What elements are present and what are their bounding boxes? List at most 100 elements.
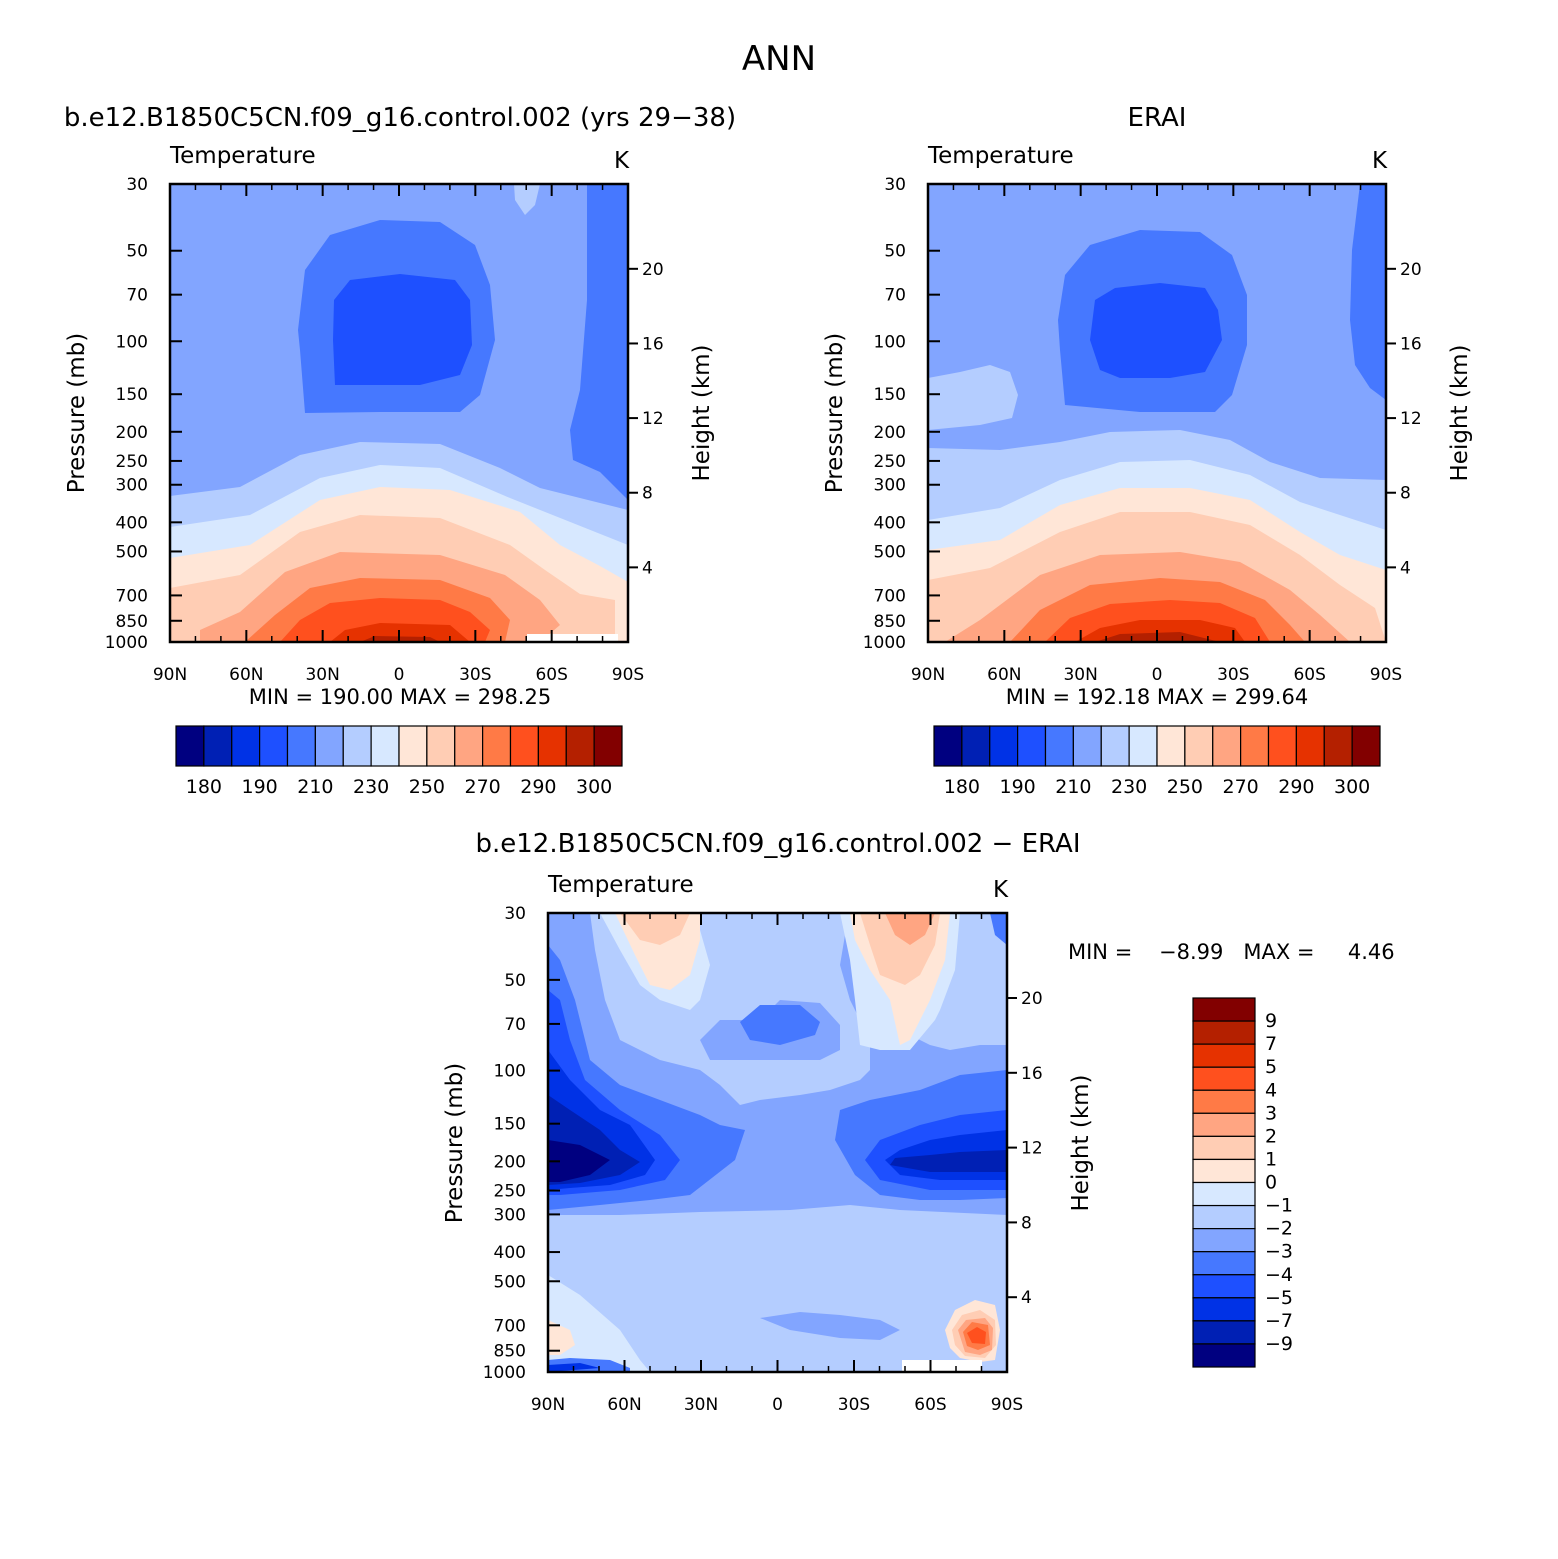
colorbar-swatch — [231, 725, 261, 767]
colorbar-swatch — [1267, 725, 1297, 767]
y-tick-label: 200 — [494, 1152, 526, 1172]
colorbar-swatch — [1192, 1343, 1256, 1368]
y2-tick-label: 12 — [642, 409, 664, 429]
colorbar-label: −5 — [1265, 1287, 1293, 1309]
colorbar-label: 270 — [1222, 776, 1258, 798]
colorbar-swatch — [593, 725, 623, 767]
min-max-text: MIN = 190.00 MAX = 298.25 — [249, 685, 551, 709]
x-tick-label: 30S — [838, 1395, 870, 1415]
colorbar-label: 180 — [944, 776, 980, 798]
colorbar-swatch — [1192, 1274, 1256, 1299]
x-tick-label: 0 — [772, 1395, 783, 1415]
y-axis-label: Pressure (mb) — [442, 1063, 468, 1223]
y-tick-label: 70 — [126, 286, 148, 306]
y2-tick-label: 8 — [642, 484, 653, 504]
colorbar-swatch — [1072, 725, 1102, 767]
x-tick-label: 60S — [535, 665, 567, 685]
colorbar-swatch — [1100, 725, 1130, 767]
y-tick-label: 100 — [874, 332, 906, 352]
y2-tick-label: 16 — [642, 334, 664, 354]
y-tick-label: 70 — [884, 286, 906, 306]
colorbar: 180 190 210 230 250 270 290 300 — [933, 725, 1381, 798]
colorbar-swatch — [1212, 725, 1242, 767]
contour-fill — [548, 913, 1007, 1372]
colorbar-label: 9 — [1265, 1010, 1277, 1032]
units-label: K — [993, 877, 1009, 903]
colorbar-swatch — [1192, 1228, 1256, 1253]
x-tick-label: 30S — [1217, 665, 1249, 685]
y-tick-label: 300 — [116, 476, 148, 496]
colorbar-swatch — [454, 725, 484, 767]
colorbar-label: 290 — [520, 776, 556, 798]
colorbar-label: −2 — [1265, 1218, 1293, 1240]
colorbar-swatch — [1192, 1320, 1256, 1345]
panel-obs: ERAI Temperature K Pressure (mb) Height … — [822, 103, 1473, 798]
y2-tick-label: 12 — [1021, 1139, 1043, 1159]
panel-title: ERAI — [1128, 103, 1187, 133]
colorbar-swatch — [1156, 725, 1186, 767]
y2-tick-label: 20 — [642, 260, 664, 280]
units-label: K — [614, 148, 630, 174]
colorbar-label: −1 — [1265, 1195, 1293, 1217]
colorbar-swatch — [537, 725, 567, 767]
colorbar-label: 300 — [1334, 776, 1370, 798]
colorbar-swatch — [1323, 725, 1353, 767]
y-tick-label: 700 — [874, 586, 906, 606]
y-tick-label: 50 — [126, 242, 148, 262]
y-tick-label: 100 — [116, 332, 148, 352]
x-tick-label: 90N — [153, 665, 187, 685]
colorbar-swatch — [1184, 725, 1214, 767]
x-tick-label: 60S — [914, 1395, 946, 1415]
colorbar-label: 210 — [297, 776, 333, 798]
colorbar-label: 190 — [999, 776, 1035, 798]
colorbar-label: 2 — [1265, 1125, 1277, 1147]
y2-tick-label: 20 — [1021, 989, 1043, 1009]
y-tick-label: 100 — [494, 1062, 526, 1082]
y-tick-label: 30 — [126, 175, 148, 195]
x-tick-label: 90N — [531, 1395, 565, 1415]
x-tick-label: 90S — [991, 1395, 1023, 1415]
colorbar-label: 1 — [1265, 1148, 1277, 1170]
min-max-text: MIN = −8.99 MAX = 4.46 — [1068, 940, 1395, 964]
colorbar-swatch — [1192, 1297, 1256, 1322]
colorbar-label: 290 — [1278, 776, 1314, 798]
colorbar-swatch — [482, 725, 512, 767]
colorbar-swatch — [1192, 1204, 1256, 1230]
y-tick-label: 70 — [504, 1015, 526, 1035]
colorbar-swatch — [1192, 1020, 1256, 1045]
colorbar-swatch — [314, 725, 344, 767]
variable-label: Temperature — [547, 872, 694, 898]
colorbar-swatch — [370, 725, 400, 767]
colorbar-swatch — [1295, 725, 1325, 767]
colorbar-swatch — [509, 725, 539, 767]
colorbar-label: −4 — [1265, 1264, 1293, 1286]
y-tick-label: 150 — [874, 385, 906, 405]
y-tick-label: 500 — [874, 542, 906, 562]
colorbar-label: 210 — [1055, 776, 1091, 798]
figure-title: ANN — [742, 39, 816, 79]
y2-tick-label: 16 — [1400, 334, 1422, 354]
colorbar-label: −3 — [1265, 1241, 1293, 1263]
y-tick-label: 250 — [494, 1182, 526, 1202]
y-axis-label: Pressure (mb) — [64, 333, 90, 493]
colorbar-label: 5 — [1265, 1056, 1277, 1078]
y-tick-label: 30 — [884, 175, 906, 195]
colorbar-swatch — [1192, 1066, 1256, 1091]
colorbar-swatch — [989, 725, 1019, 767]
y2-tick-label: 8 — [1400, 484, 1411, 504]
y-tick-label: 200 — [874, 423, 906, 443]
y-tick-label: 850 — [874, 612, 906, 632]
x-tick-label: 90N — [911, 665, 945, 685]
y-tick-label: 400 — [874, 513, 906, 533]
colorbar-label: 180 — [186, 776, 222, 798]
y-tick-label: 150 — [116, 385, 148, 405]
colorbar-swatch — [1351, 725, 1381, 767]
y-tick-label: 1000 — [483, 1363, 526, 1383]
y-tick-label: 300 — [494, 1205, 526, 1225]
y2-tick-label: 4 — [1400, 558, 1411, 578]
y-tick-label: 30 — [504, 904, 526, 924]
y-tick-label: 850 — [494, 1342, 526, 1362]
colorbar: 180 190 210 230 250 270 290 300 — [175, 725, 623, 798]
y2-tick-label: 20 — [1400, 260, 1422, 280]
